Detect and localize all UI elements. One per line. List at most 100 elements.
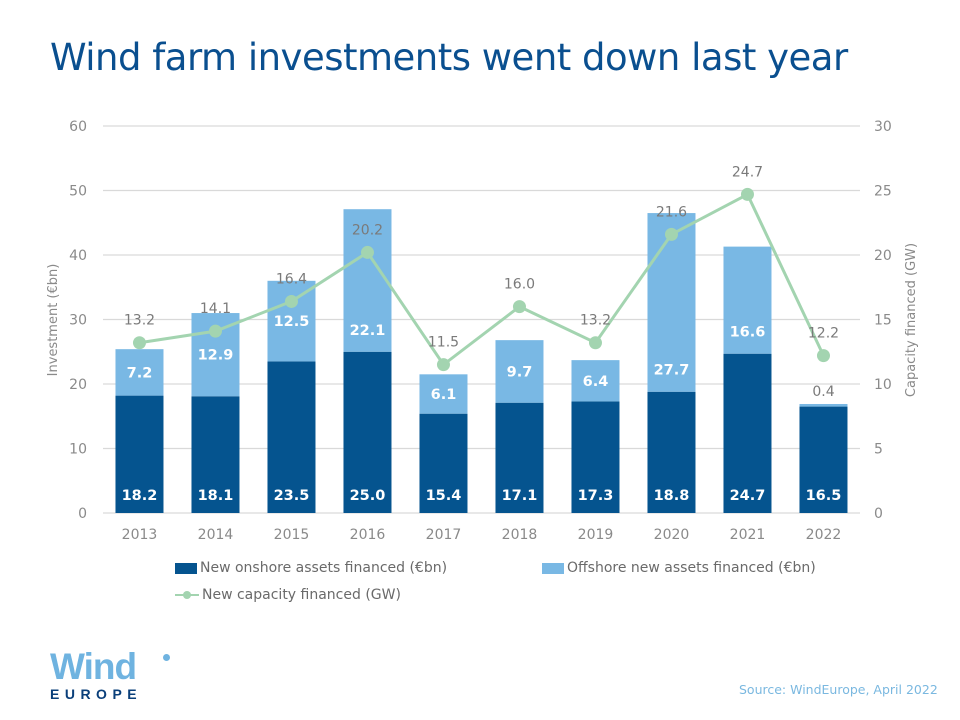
- right-tick-label: 15: [874, 313, 892, 329]
- bar-offshore: [571, 360, 620, 402]
- bar-onshore: [647, 391, 696, 513]
- bar-label-offshore: 9.7: [507, 364, 533, 380]
- x-tick-label: 2022: [806, 527, 842, 543]
- bar-label-offshore: 0.4: [812, 384, 834, 400]
- bar-label-onshore: 17.3: [578, 488, 614, 504]
- bar-label-onshore: 16.5: [806, 488, 842, 504]
- logo-wind-text: Wind: [50, 646, 137, 687]
- bar-offshore: [799, 403, 848, 407]
- bar-labels: 18.2 7.2 18.1 12.9 23.5 12.5 25.0 22.1 15.4 6.1 17…: [122, 314, 842, 504]
- legend-label-capacity: New capacity financed (GW): [202, 587, 401, 603]
- offshore-swatch: [542, 562, 564, 574]
- logo-europe-text: EUROPE: [50, 686, 143, 702]
- logo-dot-icon: [163, 654, 170, 661]
- bar-offshore: [495, 340, 544, 403]
- bar-label-offshore: 12.9: [198, 348, 234, 364]
- bar-label-onshore: 25.0: [350, 488, 386, 504]
- bar-label-offshore: 6.1: [431, 387, 457, 403]
- legend-label-onshore: New onshore assets financed (€bn): [200, 560, 448, 576]
- capacity-label: 11.5: [428, 335, 459, 351]
- bar-label-onshore: 18.2: [122, 488, 158, 504]
- right-tick-label: 5: [874, 442, 883, 458]
- bar-onshore: [343, 351, 392, 513]
- legend-item-capacity: New capacity financed (GW): [175, 587, 401, 603]
- stacked-bar-line-chart: 0 10 20 30 40 50 60 0 5 10 15 20 25 30 18.2 7.2 18.1 12…: [46, 119, 919, 543]
- left-tick-label: 40: [69, 248, 87, 264]
- bar-label-offshore: 7.2: [127, 365, 153, 381]
- windeurope-logo: Wind EUROPE: [50, 646, 170, 702]
- page-title: Wind farm investments went down last yea…: [50, 36, 848, 79]
- capacity-label: 13.2: [124, 313, 155, 329]
- legend-label-offshore: Offshore new assets financed (€bn): [567, 560, 816, 576]
- bar-label-onshore: 17.1: [502, 488, 538, 504]
- bar-label-offshore: 22.1: [350, 323, 386, 339]
- right-tick-label: 25: [874, 184, 892, 200]
- bar-onshore: [419, 413, 468, 513]
- capacity-point: [512, 300, 526, 314]
- capacity-point: [436, 358, 450, 372]
- bar-offshore: [343, 209, 392, 352]
- bar-offshore: [267, 280, 316, 362]
- bar-onshore: [723, 353, 772, 513]
- bar-offshore: [723, 246, 772, 354]
- bar-label-onshore: 18.1: [198, 488, 234, 504]
- left-axis-ticks: 0 10 20 30 40 50 60: [69, 119, 87, 522]
- capacity-line: [132, 187, 830, 372]
- bar-offshore: [115, 349, 164, 396]
- onshore-swatch: [175, 562, 197, 574]
- capacity-label: 14.1: [200, 301, 231, 317]
- left-tick-label: 60: [69, 119, 87, 135]
- capacity-label: 21.6: [656, 204, 687, 220]
- right-axis-title: Capacity financed (GW): [904, 243, 919, 397]
- bar-onshore: [799, 406, 848, 513]
- bar-label-offshore: 6.4: [583, 374, 609, 390]
- x-tick-label: 2018: [502, 527, 538, 543]
- bar-label-offshore: 12.5: [274, 314, 310, 330]
- capacity-point: [208, 324, 222, 338]
- bars: [115, 209, 848, 513]
- capacity-point: [360, 245, 374, 259]
- bar-onshore: [495, 402, 544, 513]
- x-tick-label: 2020: [654, 527, 690, 543]
- x-tick-label: 2013: [122, 527, 158, 543]
- right-axis-ticks: 0 5 10 15 20 25 30: [874, 119, 892, 522]
- bar-offshore: [419, 374, 468, 414]
- legend-item-offshore: Offshore new assets financed (€bn): [542, 560, 816, 576]
- capacity-point: [132, 336, 146, 350]
- left-tick-label: 30: [69, 313, 87, 329]
- capacity-line-path: [139, 192, 825, 367]
- capacity-labels: 13.2 14.1 16.4 20.2 11.5 16.0 13.2 21.6 24.7 12.2: [124, 164, 839, 350]
- capacity-point: [664, 227, 678, 241]
- capacity-label: 12.2: [808, 326, 839, 342]
- capacity-point: [588, 336, 602, 350]
- x-tick-label: 2015: [274, 527, 310, 543]
- x-tick-label: 2019: [578, 527, 614, 543]
- capacity-line-swatch: [175, 589, 199, 601]
- bar-onshore: [115, 395, 164, 513]
- bar-onshore: [571, 401, 620, 513]
- capacity-label: 13.2: [580, 313, 611, 329]
- source-note: Source: WindEurope, April 2022: [739, 682, 938, 697]
- capacity-label: 24.7: [732, 164, 763, 180]
- x-tick-label: 2021: [730, 527, 766, 543]
- x-tick-label: 2016: [350, 527, 386, 543]
- left-tick-label: 20: [69, 377, 87, 393]
- capacity-point: [284, 294, 298, 308]
- capacity-point: [740, 187, 754, 201]
- bar-label-offshore: 27.7: [654, 363, 690, 379]
- bar-onshore: [191, 396, 240, 513]
- left-axis-title: Investment (€bn): [46, 264, 61, 377]
- right-tick-label: 10: [874, 377, 892, 393]
- capacity-label: 16.4: [276, 271, 307, 287]
- bar-onshore: [267, 361, 316, 513]
- capacity-point: [816, 349, 830, 363]
- bar-label-onshore: 15.4: [426, 488, 462, 504]
- x-tick-label: 2014: [198, 527, 234, 543]
- left-tick-label: 0: [78, 506, 87, 522]
- left-tick-label: 50: [69, 184, 87, 200]
- right-tick-label: 20: [874, 248, 892, 264]
- bar-label-onshore: 18.8: [654, 488, 690, 504]
- capacity-label: 20.2: [352, 222, 383, 238]
- legend-item-onshore: New onshore assets financed (€bn): [175, 560, 447, 576]
- bar-label-onshore: 24.7: [730, 488, 766, 504]
